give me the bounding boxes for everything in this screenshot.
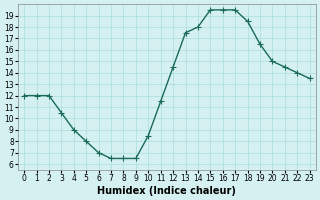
X-axis label: Humidex (Indice chaleur): Humidex (Indice chaleur) xyxy=(98,186,236,196)
